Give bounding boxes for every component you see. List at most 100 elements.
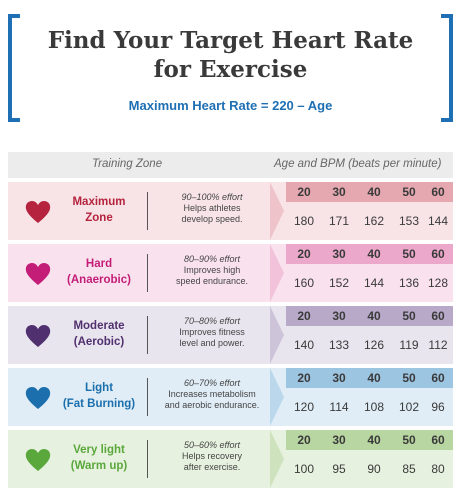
age-value: 40 <box>367 371 381 385</box>
bpm-value: 160 <box>293 276 315 290</box>
age-value: 20 <box>297 185 311 199</box>
age-value: 50 <box>402 185 416 199</box>
zone-effort: 50–60% effort Helps recovery after exercis… <box>154 440 270 473</box>
effort-description: speed endurance. <box>175 276 249 286</box>
zone-name-line: (Fat Burning) <box>62 398 136 410</box>
zone-name-line: Moderate <box>73 320 125 332</box>
effort-percent: 80–90% effort <box>183 254 241 264</box>
bpm-value: 162 <box>363 214 385 228</box>
zone-divider <box>147 378 148 416</box>
bpm-values: 180 171 162 153 144 <box>286 202 453 240</box>
effort-description: Helps recovery <box>181 451 243 461</box>
zone-name-line: (Warm up) <box>70 460 128 472</box>
chevron-arrow-icon <box>270 244 284 302</box>
bpm-value: 171 <box>328 214 350 228</box>
zone-name-line: Zone <box>85 212 113 224</box>
zone-row-hard: Hard (Anaerobic) 80–90% effort Improves hig… <box>8 244 453 302</box>
age-value: 30 <box>332 371 346 385</box>
age-band: 20 30 40 50 60 <box>286 430 453 450</box>
zone-row-maximum: Maximum Zone 90–100% effort Helps athletes d… <box>8 182 453 240</box>
heart-icon <box>25 387 51 409</box>
bpm-values: 140 133 126 119 112 <box>286 326 453 364</box>
age-band: 20 30 40 50 60 <box>286 244 453 264</box>
bpm-value: 140 <box>293 338 315 352</box>
right-bracket <box>441 14 453 122</box>
zone-name-line: Light <box>84 382 114 394</box>
age-value: 20 <box>297 371 311 385</box>
zone-row-moderate: Moderate (Aerobic) 70–80% effort Improves f… <box>8 306 453 364</box>
age-band: 20 30 40 50 60 <box>286 368 453 388</box>
zone-divider <box>147 254 148 292</box>
chevron-arrow-icon <box>270 430 284 488</box>
age-value: 60 <box>431 371 445 385</box>
effort-description: after exercise. <box>183 462 241 472</box>
age-value: 40 <box>367 247 381 261</box>
bpm-value: 102 <box>398 400 420 414</box>
zone-name: Hard (Anaerobic) <box>56 256 142 288</box>
bpm-value: 133 <box>328 338 350 352</box>
heart-icon <box>25 263 51 285</box>
zone-name: Light (Fat Burning) <box>56 380 142 412</box>
age-value: 30 <box>332 433 346 447</box>
zone-effort: 70–80% effort Improves fitness level and p… <box>154 316 270 349</box>
age-value: 30 <box>332 309 346 323</box>
age-value: 60 <box>431 185 445 199</box>
effort-description: level and power. <box>179 338 245 348</box>
zone-divider <box>147 192 148 230</box>
age-value: 60 <box>431 247 445 261</box>
bpm-value: 153 <box>398 214 420 228</box>
bpm-values: 120 114 108 102 96 <box>286 388 453 426</box>
bpm-value: 144 <box>427 214 449 228</box>
bpm-value: 128 <box>427 276 449 290</box>
bpm-value: 90 <box>367 462 381 476</box>
age-value: 40 <box>367 433 381 447</box>
bpm-value: 180 <box>293 214 315 228</box>
age-bpm-header: Age and BPM (beats per minute) <box>274 158 442 170</box>
effort-description: Improves fitness <box>179 327 245 337</box>
zone-row-very-light: Very light (Warm up) 50–60% effort Helps re… <box>8 430 453 488</box>
zone-name-line: Hard <box>85 258 113 270</box>
effort-percent: 50–60% effort <box>183 440 241 450</box>
age-band: 20 30 40 50 60 <box>286 182 453 202</box>
bpm-values: 160 152 144 136 128 <box>286 264 453 302</box>
age-value: 50 <box>402 433 416 447</box>
title-line-1: Find Your Target Heart Rate <box>47 27 414 54</box>
bpm-values: 100 95 90 85 80 <box>286 450 453 488</box>
bpm-value: 85 <box>402 462 416 476</box>
effort-description: and aerobic endurance. <box>164 400 260 410</box>
age-value: 50 <box>402 247 416 261</box>
chevron-arrow-icon <box>270 306 284 364</box>
title-line-2: for Exercise <box>153 56 308 83</box>
effort-description: Improves high <box>183 265 241 275</box>
age-value: 60 <box>431 309 445 323</box>
zone-divider <box>147 440 148 478</box>
effort-description: Increases metabolism <box>168 389 256 399</box>
zone-name-line: Very light <box>73 444 125 456</box>
table-header: Training Zone Age and BPM (beats per min… <box>8 152 453 178</box>
age-value: 20 <box>297 247 311 261</box>
age-value: 40 <box>367 309 381 323</box>
zone-name-line: (Anaerobic) <box>67 274 131 286</box>
bpm-value: 112 <box>428 338 448 352</box>
heart-icon <box>25 449 51 471</box>
age-value: 50 <box>402 371 416 385</box>
left-bracket <box>8 14 20 122</box>
age-value: 40 <box>367 185 381 199</box>
heart-icon <box>25 325 51 347</box>
zone-effort: 80–90% effort Improves high speed enduranc… <box>154 254 270 287</box>
bpm-value: 120 <box>293 400 315 414</box>
age-value: 20 <box>297 433 311 447</box>
zone-effort: 60–70% effort Increases metabolism and aer… <box>154 378 270 411</box>
age-value: 60 <box>431 433 445 447</box>
bpm-value: 136 <box>398 276 420 290</box>
page-title: Find Your Target Heart Rate for Exercise <box>0 26 461 84</box>
bpm-value: 95 <box>332 462 346 476</box>
heart-icon <box>25 201 51 223</box>
age-value: 50 <box>402 309 416 323</box>
zone-name-line: Maximum <box>72 196 126 208</box>
bpm-value: 96 <box>431 400 445 414</box>
bpm-value: 114 <box>329 400 349 414</box>
bpm-value: 144 <box>363 276 385 290</box>
bpm-value: 100 <box>293 462 315 476</box>
zone-divider <box>147 316 148 354</box>
